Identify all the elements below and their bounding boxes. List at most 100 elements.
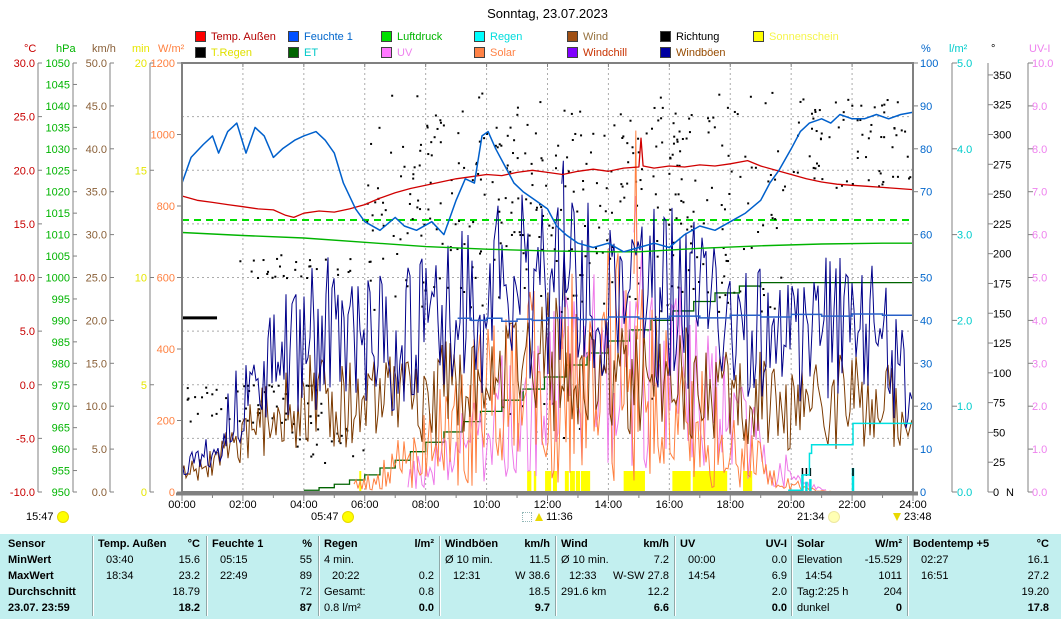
sunshine-bar <box>743 471 753 491</box>
table-cell-text: 14:54 <box>688 570 716 582</box>
direction-dot <box>621 136 624 139</box>
direction-dot <box>555 167 558 170</box>
direction-dot <box>340 434 343 437</box>
direction-dot <box>554 154 557 157</box>
axis-humidity <box>913 62 918 493</box>
richtung-legend-swatch-icon <box>660 31 671 42</box>
series-temperature-g <box>181 137 914 219</box>
axis-tick-label: 1035 <box>46 122 70 134</box>
direction-dot <box>557 144 560 147</box>
x-tick-label: 00:00 <box>168 499 196 511</box>
direction-dot <box>718 93 721 96</box>
direction-dot <box>610 211 613 214</box>
direction-dot <box>257 408 260 411</box>
direction-dot <box>494 144 497 147</box>
direction-dot <box>517 197 520 200</box>
axis-tick-label: 975 <box>52 380 70 392</box>
direction-dot <box>908 177 911 180</box>
direction-dot <box>674 112 677 115</box>
legend-item-et: ET <box>288 46 318 59</box>
direction-dot <box>770 213 773 216</box>
direction-dot <box>250 270 253 273</box>
direction-dot <box>767 180 770 183</box>
series-windchill-g <box>457 313 914 323</box>
direction-dot <box>463 291 466 294</box>
direction-dot <box>654 193 657 196</box>
direction-dot <box>277 384 280 387</box>
direction-dot <box>396 253 399 256</box>
legend-item-windchill: Windchill <box>567 46 627 59</box>
direction-dot <box>272 390 275 393</box>
direction-dot <box>400 175 403 178</box>
direction-dot <box>519 234 522 237</box>
direction-dot <box>481 92 484 95</box>
axis-tick-label: 200 <box>157 416 175 428</box>
direction-dot <box>196 412 199 415</box>
direction-dot <box>571 139 574 142</box>
direction-dot <box>730 170 733 173</box>
direction-dot <box>451 192 454 195</box>
axis-tick-label: 950 <box>52 487 70 499</box>
direction-dot <box>819 137 822 140</box>
direction-dot <box>817 164 820 167</box>
direction-dot <box>540 157 543 160</box>
direction-dot <box>724 253 727 256</box>
direction-dot <box>842 111 845 114</box>
direction-dot <box>696 256 699 259</box>
axis-tick-label: 0.0 <box>957 487 972 499</box>
x-tick-label: 20:00 <box>777 499 805 511</box>
direction-dot <box>883 103 886 106</box>
direction-dot <box>601 251 604 254</box>
marker-time: 11:36 <box>546 511 573 523</box>
sunshine-bar <box>545 471 552 491</box>
direction-dot <box>516 157 519 160</box>
direction-dot <box>427 208 430 211</box>
direction-dot <box>266 273 269 276</box>
direction-dot <box>267 270 270 273</box>
axis-tick-label: 15.0 <box>86 358 107 370</box>
direction-dot <box>516 113 519 116</box>
direction-dot <box>531 184 534 187</box>
axis-tick-label: 200 <box>993 249 1011 261</box>
direction-dot <box>300 275 303 278</box>
axis-tick-label: 275 <box>993 159 1011 171</box>
direction-dot <box>747 202 750 205</box>
direction-dot <box>697 280 700 283</box>
direction-dot <box>336 268 339 271</box>
axis-tick-label: 35.0 <box>86 187 107 199</box>
direction-dot <box>574 132 577 135</box>
direction-dot <box>430 154 433 157</box>
table-header-unit: km/h <box>643 538 669 550</box>
direction-dot <box>545 184 548 187</box>
direction-dot <box>814 167 817 170</box>
direction-dot <box>406 285 409 288</box>
direction-dot <box>493 258 496 261</box>
direction-dot <box>815 162 818 165</box>
axis-tick-label: 350 <box>993 70 1011 82</box>
direction-dot <box>620 183 623 186</box>
direction-dot <box>628 295 631 298</box>
direction-dot <box>651 397 654 400</box>
direction-dot <box>406 232 409 235</box>
table-header-solar: Solar <box>797 538 825 550</box>
axis-tick-label: 50.0 <box>86 58 107 70</box>
direction-dot <box>653 106 656 109</box>
direction-dot <box>215 412 218 415</box>
direction-dot <box>661 141 664 144</box>
axis-header-humidity: % <box>921 43 931 55</box>
direction-dot <box>238 420 241 423</box>
direction-dot <box>352 455 355 458</box>
direction-dot <box>252 384 255 387</box>
axis-tick-label: 1025 <box>46 165 70 177</box>
axis-tick-label: 325 <box>993 100 1011 112</box>
direction-dot <box>721 281 724 284</box>
axis-tick-label: 5 <box>141 380 147 392</box>
table-header-unit: l/m² <box>414 538 434 550</box>
direction-dot <box>306 402 309 405</box>
series-pressure <box>181 231 913 253</box>
table-cell-value: -15.529 <box>864 554 902 566</box>
axis-tick-label: 10.0 <box>1032 58 1053 70</box>
marker-time: 21:34 <box>797 511 825 523</box>
table-cell-value: 7.2 <box>653 554 669 566</box>
direction-dot <box>613 124 616 127</box>
